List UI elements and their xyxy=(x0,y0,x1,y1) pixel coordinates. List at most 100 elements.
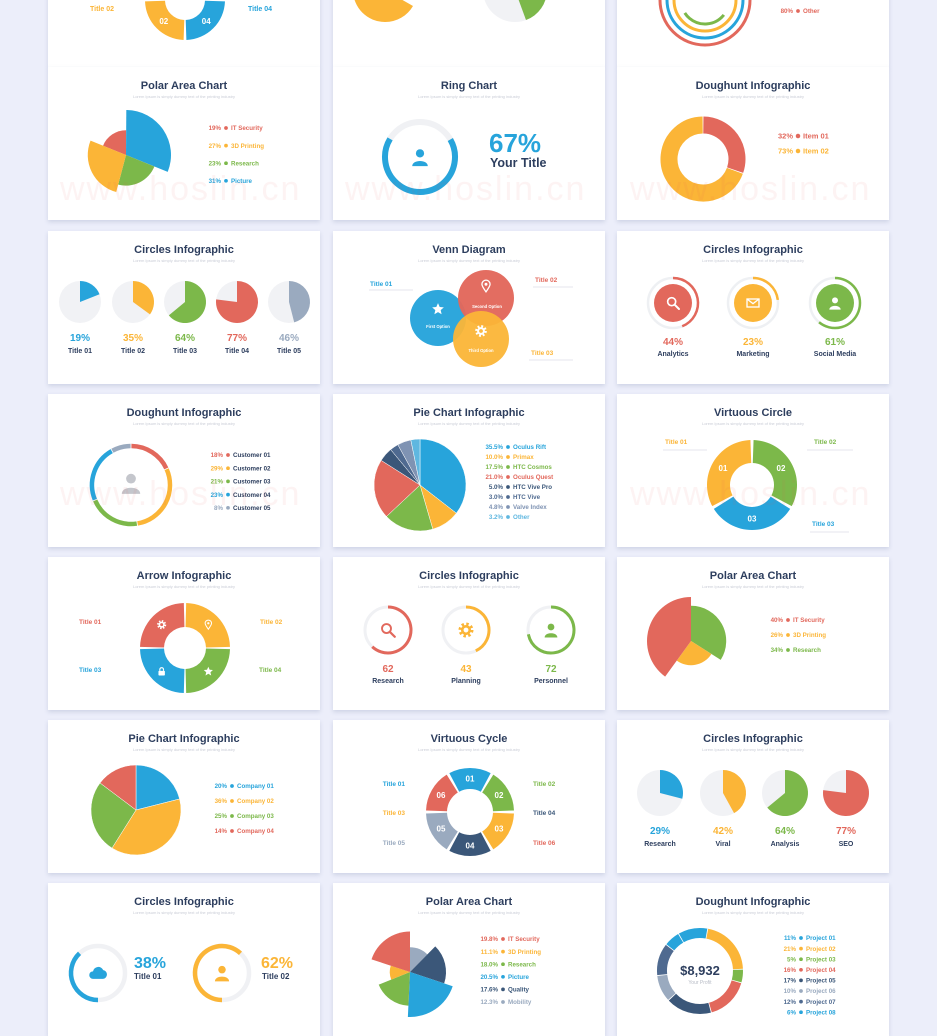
legend-dot xyxy=(786,633,790,637)
card-circles-infographic-5[interactable]: Circles Infographic Lorem Ipsum is simpl… xyxy=(48,231,320,384)
card-concentric-rings-top[interactable]: 80% Other xyxy=(617,0,889,67)
legend-dot xyxy=(224,143,228,148)
card-pie-chart-companies[interactable]: Pie Chart Infographic Lorem Ipsum is sim… xyxy=(48,720,320,873)
legend-label: Project 08 xyxy=(806,1009,836,1016)
percent-value: 46% xyxy=(279,333,299,344)
legend-percent: 23% xyxy=(211,492,224,499)
pie-fill xyxy=(723,770,746,814)
legend-label: 3D Printing xyxy=(508,949,541,956)
legend-dot xyxy=(501,962,505,967)
card-doughnut-infographic[interactable]: Doughunt Infographic Lorem Ipsum is simp… xyxy=(617,67,889,220)
title-03-label: Title 03 xyxy=(79,667,102,674)
legend-dot xyxy=(506,445,510,449)
card-circles-infographic-2[interactable]: Circles Infographic Lorem Ipsum is simpl… xyxy=(48,883,320,1036)
ring-segment xyxy=(449,832,491,856)
card-doughnut-customers[interactable]: Doughunt Infographic Lorem Ipsum is simp… xyxy=(48,394,320,547)
legend: 19.8% IT Security 11.1% 3D Printing 18.0% Res… xyxy=(480,936,541,1006)
pie-segment xyxy=(135,764,180,811)
ring-orange xyxy=(672,0,738,33)
legend-dot xyxy=(501,937,505,941)
title-02-label: Title 02 xyxy=(814,439,837,446)
legend-item: 10.0% Primax xyxy=(485,454,534,461)
legend-percent: 17% xyxy=(784,978,797,985)
legend-percent: 35.5% xyxy=(485,444,503,451)
pie-segment xyxy=(126,110,171,172)
doughnut-segment xyxy=(660,116,743,202)
legend-percent: 25% xyxy=(215,813,228,820)
pie-segment xyxy=(410,438,421,486)
card-pie-chart-vr[interactable]: Pie Chart Infographic Lorem Ipsum is sim… xyxy=(333,394,605,547)
card-circles-infographic-icons[interactable]: Circles Infographic Lorem Ipsum is simpl… xyxy=(617,231,889,384)
card-polar-area-chart-6[interactable]: Polar Area Chart Lorem Ipsum is simply d… xyxy=(333,883,605,1036)
card-virtuous-circle-top[interactable]: 04 02 Title 02 Title 04 xyxy=(48,0,320,67)
item-label: Social Media xyxy=(814,351,857,358)
legend-item: 36% Company 02 xyxy=(215,798,275,805)
pie-segment xyxy=(373,460,421,517)
legend-percent: 73% xyxy=(778,147,793,156)
card-circles-infographic-numbers[interactable]: Circles Infographic Lorem Ipsum is simpl… xyxy=(333,557,605,710)
legend-dot xyxy=(506,515,510,519)
first-option-label: First Option xyxy=(426,324,450,329)
legend-item: 3.2% Other xyxy=(489,514,530,521)
legend-dot xyxy=(506,495,510,499)
legend-percent: 19% xyxy=(209,125,222,132)
pie-segment xyxy=(111,798,182,856)
legend-percent: 14% xyxy=(215,828,228,835)
card-polar-area-chart-3[interactable]: Polar Area Chart Lorem Ipsum is simply d… xyxy=(617,557,889,710)
card-pies-top[interactable] xyxy=(333,0,605,67)
card-subtitle: Lorem Ipsum is simply dummy text of the … xyxy=(702,258,804,263)
card-virtuous-cycle[interactable]: Virtuous Cycle Lorem Ipsum is simply dum… xyxy=(333,720,605,873)
ring-progress xyxy=(672,276,700,328)
segment-number: 05 xyxy=(437,825,446,834)
title-02-label: Title 02 xyxy=(535,277,558,284)
doughnut-segment xyxy=(137,468,173,526)
legend-dot xyxy=(795,133,801,139)
legend-label: IT Security xyxy=(231,125,263,132)
card-subtitle: Lorem Ipsum is simply dummy text of the … xyxy=(702,421,804,426)
legend-percent: 3.0% xyxy=(489,494,504,501)
legend-percent: 19.8% xyxy=(480,936,498,943)
card-subtitle: Lorem Ipsum is simply dummy text of the … xyxy=(133,910,235,915)
legend-label: Research xyxy=(508,961,536,968)
cloud-icon xyxy=(89,966,107,979)
doughnut-segment xyxy=(668,993,711,1014)
card-title: Circles Infographic xyxy=(703,244,803,256)
title-04-label: Title 04 xyxy=(248,6,272,13)
item-label: Title 04 xyxy=(225,348,249,355)
legend-label: Other xyxy=(513,514,530,521)
venn-circle-first xyxy=(410,290,466,346)
legend-label: Project 07 xyxy=(806,999,836,1006)
card-virtuous-circle[interactable]: Virtuous Circle Lorem Ipsum is simply du… xyxy=(617,394,889,547)
item-label: Analytics xyxy=(657,351,688,358)
legend-percent: 17.6% xyxy=(480,987,498,994)
card-title: Polar Area Chart xyxy=(426,896,513,908)
virtuous-circle-ring: 01 02 03 xyxy=(707,440,797,530)
legend-item: 16% Project 04 xyxy=(784,967,837,974)
legend-dot xyxy=(786,618,790,622)
card-title: Doughunt Infographic xyxy=(696,896,811,908)
legend-dot xyxy=(799,989,803,993)
legend-label: Customer 01 xyxy=(233,452,271,459)
legend-percent: 12% xyxy=(784,999,797,1006)
card-subtitle: Lorem Ipsum is simply dummy text of the … xyxy=(418,258,520,263)
polar-area-chart xyxy=(647,597,727,677)
card-title: Polar Area Chart xyxy=(710,570,797,582)
card-arrow-infographic[interactable]: Arrow Infographic Lorem Ipsum is simply … xyxy=(48,557,320,710)
card-polar-area-chart[interactable]: Polar Area Chart Lorem Ipsum is simply d… xyxy=(48,67,320,220)
item-label: Marketing xyxy=(736,351,769,358)
pie-segment xyxy=(407,972,453,1017)
card-ring-chart[interactable]: Ring Chart Lorem Ipsum is simply dummy t… xyxy=(333,67,605,220)
legend-percent: 20% xyxy=(215,783,228,790)
legend-item: 6% Project 08 xyxy=(787,1009,836,1016)
card-venn-diagram[interactable]: Venn Diagram Lorem Ipsum is simply dummy… xyxy=(333,231,605,384)
legend-label: Primax xyxy=(513,454,534,461)
card-doughnut-projects[interactable]: Doughunt Infographic Lorem Ipsum is simp… xyxy=(617,883,889,1036)
legend-dot xyxy=(506,485,510,489)
arrow-ring xyxy=(140,603,230,693)
percent-value: 29% xyxy=(650,826,670,837)
legend-item: 21% Customer 03 xyxy=(211,479,271,486)
legend-label: Valve Index xyxy=(513,504,547,511)
card-circles-infographic-4[interactable]: Circles Infographic Lorem Ipsum is simpl… xyxy=(617,720,889,873)
card-subtitle: Lorem Ipsum is simply dummy text of the … xyxy=(133,421,235,426)
legend-percent: 11% xyxy=(784,935,797,942)
